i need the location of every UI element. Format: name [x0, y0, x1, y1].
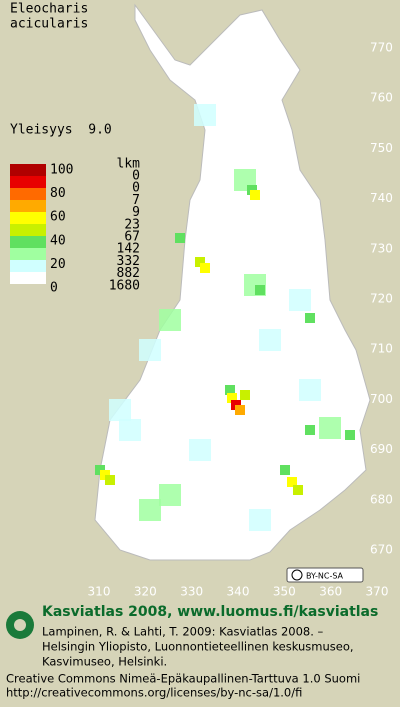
legend-swatch [10, 224, 46, 236]
footer-heading: Kasviatlas 2008, www.luomus.fi/kasviatla… [42, 604, 378, 620]
license-badge [286, 567, 364, 583]
legend-swatch [10, 272, 46, 284]
species-name: acicularis [10, 17, 88, 32]
legend-level: 0 [50, 281, 58, 296]
legend-level: 100 [50, 163, 73, 178]
grid-cell [194, 104, 216, 126]
grid-cell [305, 425, 315, 435]
legend-count: 332 [117, 254, 140, 269]
grid-cell [255, 285, 265, 295]
legend-count: 142 [117, 242, 140, 257]
legend-count: 7 [132, 193, 140, 208]
y-tick-label: 750 [370, 141, 393, 155]
legend-swatch [10, 200, 46, 212]
legend-swatch [10, 212, 46, 224]
y-tick-label: 690 [370, 442, 393, 456]
grid-cell [280, 465, 290, 475]
citation-line: Lampinen, R. & Lahti, T. 2009: Kasviatla… [42, 625, 324, 639]
grid-cell [109, 399, 131, 421]
legend-swatch [10, 176, 46, 188]
cc-icon [291, 569, 303, 581]
legend-level: 80 [50, 186, 66, 201]
grid-cell [240, 390, 250, 400]
legend-level: 40 [50, 233, 66, 248]
grid-cell [299, 379, 321, 401]
grid-cell [227, 393, 237, 403]
logo [6, 611, 34, 639]
legend-swatch [10, 248, 46, 260]
y-tick-label: 700 [370, 392, 393, 406]
grid-cell [139, 339, 161, 361]
frequency: Yleisyys 9.0 [10, 123, 112, 138]
grid-cell [289, 289, 311, 311]
grid-cell [189, 439, 211, 461]
grid-cell [139, 499, 161, 521]
legend-swatch [10, 236, 46, 248]
license-badge-text: BY-NC-SA [306, 572, 344, 581]
grid-cell [225, 385, 235, 395]
legend-count: 23 [124, 217, 140, 232]
license-line: http://creativecommons.org/licenses/by-n… [6, 686, 302, 700]
legend-count: 0 [132, 169, 140, 184]
grid-cell [293, 485, 303, 495]
x-tick-label: 310 [88, 585, 111, 599]
x-tick-label: 340 [227, 585, 250, 599]
footer: Lampinen, R. & Lahti, T. 2009: Kasviatla… [6, 625, 360, 700]
legend-level: 60 [50, 210, 66, 225]
grid-cell [175, 233, 185, 243]
grid-cell [105, 475, 115, 485]
distribution [95, 104, 355, 531]
grid-cell [305, 313, 315, 323]
species-name: Eleocharis [10, 2, 88, 17]
citation-line: Helsingin Yliopisto, Luonnontieteellinen… [42, 640, 354, 654]
grid-cell [119, 419, 141, 441]
legend-swatch [10, 260, 46, 272]
legend-count: 0 [132, 181, 140, 196]
map [94, 3, 371, 561]
legend-count: 9 [132, 205, 140, 220]
x-tick-label: 350 [273, 585, 296, 599]
y-tick-label: 760 [370, 91, 393, 105]
grid-cell [200, 263, 210, 273]
grid-cell [235, 405, 245, 415]
legend-level: 20 [50, 257, 66, 272]
license-line: Creative Commons Nimeä-Epäkaupallinen-Ta… [6, 672, 360, 686]
grid-cell [250, 190, 260, 200]
grid-cell [287, 477, 297, 487]
x-tick-label: 320 [134, 585, 157, 599]
grid-cell [159, 484, 181, 506]
grid-cell [195, 257, 205, 267]
x-tick-label: 370 [366, 585, 389, 599]
legend-swatch [10, 164, 46, 176]
count-header: lkm [117, 157, 141, 172]
x-tick-label: 330 [180, 585, 203, 599]
y-tick-label: 740 [370, 191, 393, 205]
grid-cell [259, 329, 281, 351]
x-tick-label: 360 [319, 585, 342, 599]
y-tick-label: 730 [370, 241, 393, 255]
legend-count: 67 [124, 230, 140, 245]
y-tick-label: 670 [370, 543, 393, 557]
legend-count: 882 [117, 266, 140, 281]
y-tick-label: 680 [370, 492, 393, 506]
legend-swatch [10, 188, 46, 200]
y-tick-label: 770 [370, 41, 393, 55]
grid-cell [345, 430, 355, 440]
y-tick-label: 720 [370, 292, 393, 306]
grid-cell [159, 309, 181, 331]
grid-cell [249, 509, 271, 531]
country-outline [94, 3, 371, 561]
y-tick-label: 710 [370, 342, 393, 356]
citation-line: Kasvimuseo, Helsinki. [42, 655, 167, 669]
legend-count: 1680 [109, 278, 140, 293]
grid-cell [319, 417, 341, 439]
